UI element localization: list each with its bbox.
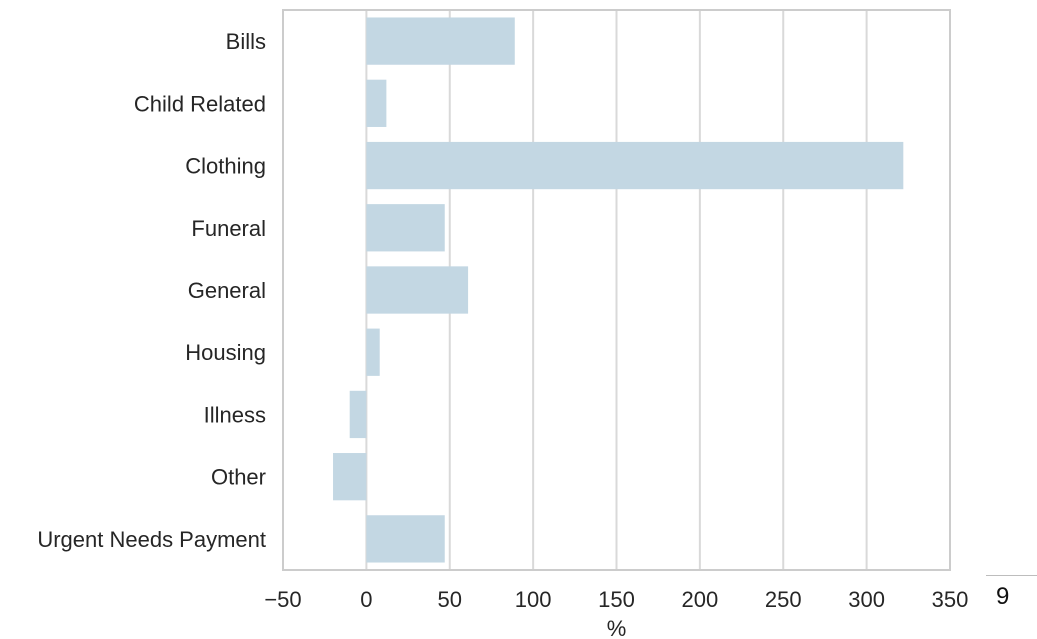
category-label: General bbox=[188, 278, 266, 303]
bar-funeral bbox=[366, 204, 445, 252]
x-tick-label: 200 bbox=[682, 587, 719, 612]
category-label: Funeral bbox=[191, 216, 266, 241]
bar-bills bbox=[366, 17, 515, 65]
x-tick-label: 100 bbox=[515, 587, 552, 612]
category-label: Illness bbox=[204, 402, 266, 427]
bars bbox=[333, 17, 904, 563]
page-number: 9 bbox=[996, 583, 1010, 610]
bar-other bbox=[333, 453, 367, 501]
x-tick-label: 300 bbox=[848, 587, 885, 612]
category-label: Urgent Needs Payment bbox=[37, 527, 266, 552]
x-tick-label: 50 bbox=[438, 587, 462, 612]
plot-frame bbox=[282, 9, 951, 571]
category-label: Housing bbox=[185, 340, 266, 365]
category-label: Clothing bbox=[185, 154, 266, 179]
x-tick-label: 250 bbox=[765, 587, 802, 612]
x-tick-label: 150 bbox=[598, 587, 635, 612]
bar-clothing bbox=[366, 141, 904, 190]
x-tick-label: 350 bbox=[932, 587, 969, 612]
bar-general bbox=[366, 266, 469, 314]
x-tick-labels: −50 0 50 100 150 200 250 300 350 bbox=[264, 587, 968, 612]
category-label: Bills bbox=[226, 29, 266, 54]
category-label: Child Related bbox=[134, 91, 266, 116]
bar-urgent-needs-payment bbox=[366, 515, 445, 563]
x-tick-label: 0 bbox=[360, 587, 372, 612]
category-labels: Bills Child Related Clothing Funeral General… bbox=[37, 29, 266, 552]
page-number-rule bbox=[986, 575, 1037, 576]
category-label: Other bbox=[211, 465, 266, 490]
bar-child-related bbox=[366, 79, 387, 127]
plot-border bbox=[282, 9, 951, 571]
x-axis-label: % bbox=[607, 616, 627, 639]
gridlines bbox=[365, 10, 868, 570]
x-tick-label: −50 bbox=[264, 587, 301, 612]
bar-housing bbox=[366, 328, 380, 376]
bar-illness bbox=[349, 390, 367, 439]
